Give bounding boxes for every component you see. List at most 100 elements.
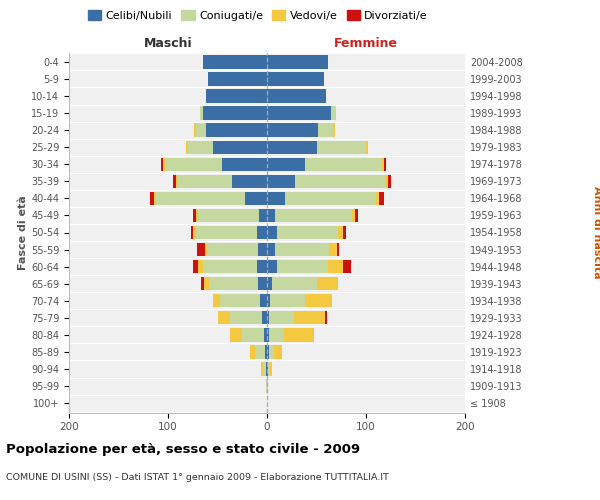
Bar	[203, 277, 209, 290]
Bar	[267, 90, 326, 102]
Bar	[173, 174, 176, 188]
Bar	[334, 124, 335, 137]
Bar	[191, 226, 193, 239]
Bar	[161, 158, 163, 171]
Bar	[212, 140, 267, 154]
Bar	[337, 243, 339, 256]
Text: Femmine: Femmine	[334, 37, 398, 50]
Bar	[331, 106, 337, 120]
Bar	[266, 362, 267, 376]
Bar	[198, 209, 259, 222]
Bar	[220, 294, 260, 308]
Bar	[268, 362, 270, 376]
Bar	[267, 140, 317, 154]
Bar	[267, 226, 277, 239]
Bar	[269, 346, 274, 358]
Bar	[275, 209, 352, 222]
Bar	[270, 294, 305, 308]
Bar	[260, 294, 267, 308]
Bar	[165, 158, 223, 171]
Bar	[274, 346, 282, 358]
Text: COMUNE DI USINI (SS) - Dati ISTAT 1° gennaio 2009 - Elaborazione TUTTITALIA.IT: COMUNE DI USINI (SS) - Dati ISTAT 1° gen…	[6, 472, 389, 482]
Bar	[319, 124, 334, 137]
Bar	[366, 140, 368, 154]
Bar	[275, 243, 329, 256]
Bar	[205, 243, 206, 256]
Bar	[178, 174, 232, 188]
Bar	[193, 209, 196, 222]
Bar	[250, 346, 255, 358]
Bar	[272, 277, 317, 290]
Bar	[382, 158, 384, 171]
Bar	[258, 277, 267, 290]
Bar	[328, 260, 343, 274]
Bar	[388, 174, 391, 188]
Bar	[264, 328, 267, 342]
Bar	[267, 243, 275, 256]
Bar	[267, 158, 305, 171]
Bar	[194, 124, 196, 137]
Bar	[200, 277, 203, 290]
Bar	[267, 106, 331, 120]
Bar	[198, 260, 203, 274]
Bar	[386, 174, 388, 188]
Bar	[262, 311, 267, 324]
Legend: Celibi/Nubili, Coniugati/e, Vedovi/e, Divorziati/e: Celibi/Nubili, Coniugati/e, Vedovi/e, Di…	[86, 8, 430, 24]
Bar	[284, 328, 314, 342]
Bar	[267, 55, 328, 68]
Bar	[163, 158, 165, 171]
Bar	[232, 174, 267, 188]
Bar	[245, 192, 267, 205]
Bar	[267, 72, 325, 86]
Bar	[208, 72, 267, 86]
Bar	[200, 106, 203, 120]
Bar	[206, 124, 267, 137]
Bar	[305, 294, 332, 308]
Bar	[338, 226, 343, 239]
Bar	[223, 158, 267, 171]
Bar	[263, 362, 266, 376]
Bar	[317, 277, 338, 290]
Bar	[267, 294, 270, 308]
Bar	[203, 106, 267, 120]
Bar	[317, 140, 366, 154]
Bar	[376, 192, 379, 205]
Bar	[294, 311, 325, 324]
Text: Maschi: Maschi	[143, 37, 193, 50]
Bar	[267, 346, 269, 358]
Bar	[267, 174, 295, 188]
Bar	[267, 277, 272, 290]
Bar	[267, 380, 268, 392]
Bar	[230, 311, 262, 324]
Bar	[267, 124, 319, 137]
Bar	[285, 192, 376, 205]
Bar	[196, 226, 257, 239]
Text: Popolazione per età, sesso e stato civile - 2009: Popolazione per età, sesso e stato civil…	[6, 442, 360, 456]
Bar	[269, 328, 284, 342]
Bar	[305, 158, 382, 171]
Bar	[269, 311, 294, 324]
Bar	[150, 192, 154, 205]
Bar	[343, 226, 346, 239]
Bar	[206, 243, 258, 256]
Bar	[277, 226, 338, 239]
Bar	[379, 192, 384, 205]
Bar	[267, 192, 285, 205]
Bar	[188, 140, 212, 154]
Bar	[277, 260, 328, 274]
Bar	[203, 260, 257, 274]
Bar	[267, 328, 269, 342]
Bar	[193, 226, 196, 239]
Bar	[197, 243, 205, 256]
Bar	[203, 55, 267, 68]
Bar	[154, 192, 156, 205]
Bar	[156, 192, 245, 205]
Bar	[206, 90, 267, 102]
Bar	[329, 243, 337, 256]
Bar	[384, 158, 386, 171]
Bar	[343, 260, 351, 274]
Bar	[266, 380, 267, 392]
Bar	[242, 328, 264, 342]
Bar	[265, 346, 267, 358]
Bar	[193, 260, 198, 274]
